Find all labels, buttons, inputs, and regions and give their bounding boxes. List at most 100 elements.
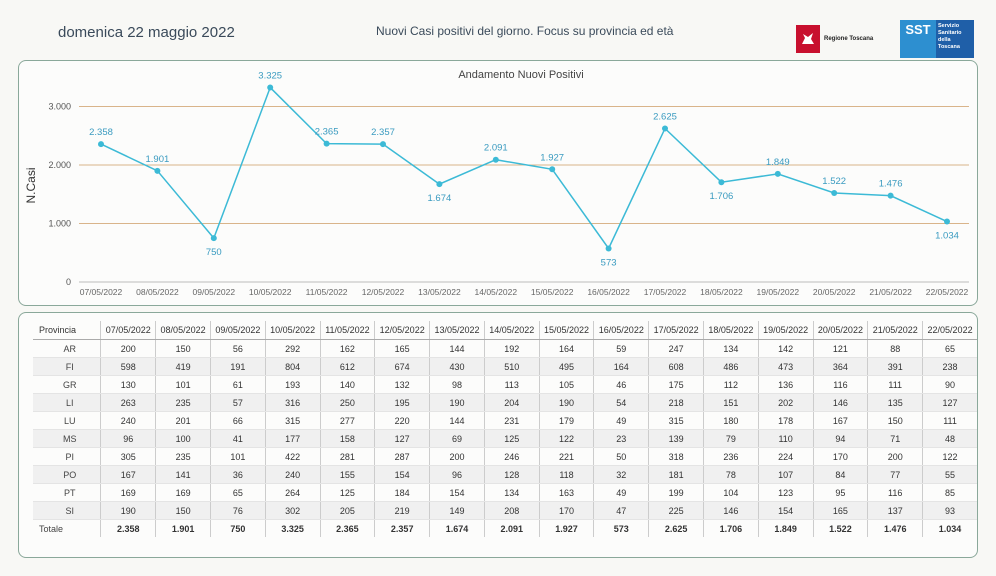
table-cell: 50 (593, 447, 649, 466)
table-cell: 200 (429, 447, 485, 466)
table-cell: 125 (483, 429, 540, 448)
table-row: PT 169 169 65 264 125 184 154 134 163 49 199 104 123 9… (33, 483, 977, 502)
table-cell: 56 (209, 339, 266, 358)
data-label: 2.365 (315, 127, 339, 138)
data-label: 750 (206, 247, 222, 258)
table-cell: 200 (100, 339, 156, 358)
table-cell: 598 (100, 357, 156, 376)
table-cell: 179 (538, 411, 594, 430)
sst-long-label: Servizio Sanitario della Toscana (936, 20, 974, 58)
table-cell: 804 (264, 357, 321, 376)
table-cell: 486 (702, 357, 759, 376)
table-row: AR 200 150 56 292 162 165 144 192 164 59 247 134 142 1… (33, 339, 977, 358)
table-cell: 79 (702, 429, 759, 448)
table-total-cell: 2.091 (483, 519, 540, 537)
table-cell: 263 (100, 393, 156, 412)
table-cell: 200 (867, 447, 923, 466)
table-cell-provincia: MS (33, 429, 101, 448)
table-cell: 110 (757, 429, 814, 448)
table-cell: 84 (812, 465, 868, 484)
table-cell: 154 (757, 501, 814, 520)
x-tick-label: 17/05/2022 (644, 287, 687, 297)
table-cell: 608 (648, 357, 704, 376)
table-cell: 247 (648, 339, 704, 358)
data-point (549, 166, 556, 173)
x-tick-label: 15/05/2022 (531, 287, 574, 297)
table-cell: 240 (264, 465, 321, 484)
table-cell-provincia: FI (33, 357, 101, 376)
data-point (154, 167, 161, 174)
table-header-date: 19/05/2022 (757, 321, 814, 340)
x-tick-label: 11/05/2022 (306, 287, 348, 297)
table-cell: 54 (593, 393, 649, 412)
table-row: LI 263 235 57 316 250 195 190 204 190 54 218 151 202 1… (33, 393, 977, 412)
data-label: 1.034 (935, 231, 959, 242)
table-cell: 136 (757, 375, 814, 394)
table-cell: 305 (100, 447, 156, 466)
table-cell: 116 (812, 375, 868, 394)
data-point (944, 218, 950, 225)
x-tick-label: 10/05/2022 (249, 287, 292, 297)
table-cell: 90 (922, 375, 977, 394)
table-cell-provincia: LU (33, 411, 101, 430)
y-tick-label: 0 (66, 277, 71, 287)
table-cell: 165 (374, 339, 430, 358)
table-cell: 246 (483, 447, 540, 466)
data-point (718, 179, 725, 186)
table-cell: 107 (757, 465, 814, 484)
table-cell: 65 (209, 483, 266, 502)
table-cell-provincia: PO (33, 465, 101, 484)
table-cell: 167 (812, 411, 868, 430)
line-chart: Andamento Nuovi Positivi N.Casi 0 1.000 2.00… (24, 69, 969, 297)
x-tick-label: 14/05/2022 (475, 287, 518, 297)
data-point (267, 84, 274, 91)
table-cell: 111 (867, 375, 923, 394)
table-cell: 219 (374, 501, 430, 520)
x-tick-label: 21/05/2022 (869, 287, 912, 297)
table-cell: 315 (264, 411, 321, 430)
report-date: domenica 22 maggio 2022 (58, 24, 235, 41)
data-label: 1.522 (822, 176, 846, 187)
table-cell: 36 (209, 465, 266, 484)
table-cell: 419 (155, 357, 211, 376)
table-cell: 612 (319, 357, 375, 376)
y-tick-label: 3.000 (48, 102, 71, 112)
data-label: 1.476 (879, 179, 903, 190)
x-tick-label: 12/05/2022 (362, 287, 405, 297)
sst-short-label: SST (900, 20, 936, 58)
table-cell: 315 (648, 411, 704, 430)
table-cell: 240 (100, 411, 156, 430)
table-cell: 155 (319, 465, 375, 484)
table-cell: 175 (648, 375, 704, 394)
table-cell: 167 (100, 465, 156, 484)
data-label: 1.674 (428, 193, 452, 204)
table-cell: 125 (319, 483, 375, 502)
table-header-date: 22/05/2022 (922, 321, 977, 340)
table-cell: 302 (264, 501, 321, 520)
table-body: AR 200 150 56 292 162 165 144 192 164 59 247 134 142 1… (33, 339, 977, 537)
table-cell: 178 (757, 411, 814, 430)
table-cell: 139 (648, 429, 704, 448)
report-title: Nuovi Casi positivi del giorno. Focus su… (376, 24, 674, 38)
table-cell: 94 (812, 429, 868, 448)
table-cell: 224 (757, 447, 814, 466)
table-header-date: 15/05/2022 (538, 321, 594, 340)
table-header-date: 07/05/2022 (100, 321, 156, 340)
table-total-cell: 1.849 (757, 519, 814, 537)
table-total-cell: 573 (593, 519, 649, 537)
table-cell: 150 (867, 411, 923, 430)
table-header-date: 11/05/2022 (319, 321, 375, 340)
table-total-cell: 3.325 (264, 519, 321, 537)
table-cell: 127 (374, 429, 430, 448)
table-cell: 100 (155, 429, 211, 448)
table-cell: 41 (209, 429, 266, 448)
table-cell: 85 (922, 483, 977, 502)
table-cell: 281 (319, 447, 375, 466)
y-tick-label: 1.000 (48, 219, 71, 229)
table-cell: 235 (155, 447, 211, 466)
data-point (492, 156, 499, 163)
table-cell: 391 (867, 357, 923, 376)
table-cell: 101 (155, 375, 211, 394)
table-header-date: 13/05/2022 (429, 321, 485, 340)
table-cell: 158 (319, 429, 375, 448)
